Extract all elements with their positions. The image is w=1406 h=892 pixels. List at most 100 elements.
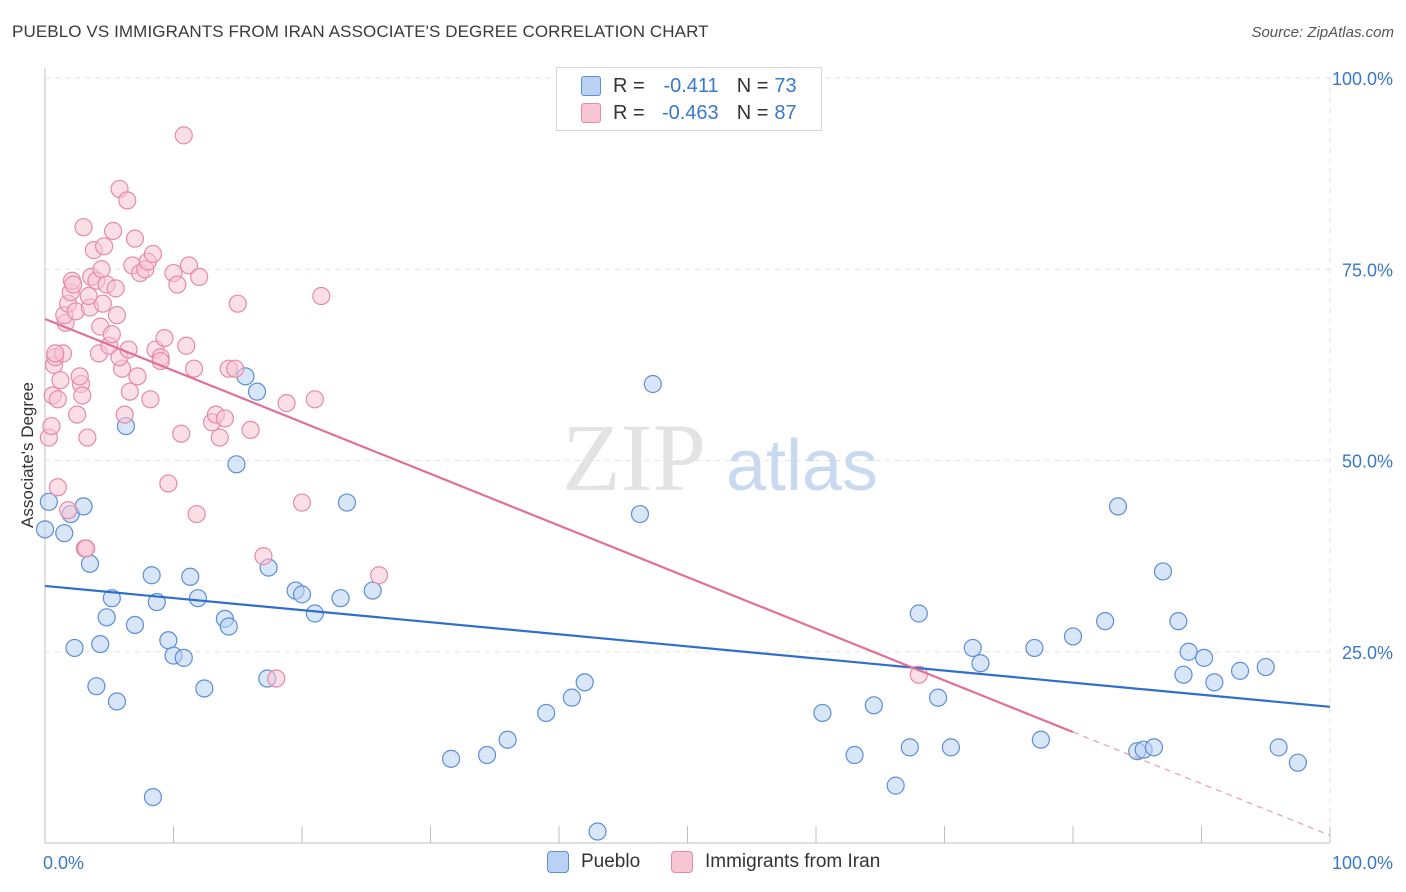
pueblo-point bbox=[74, 497, 93, 516]
iran-point bbox=[292, 493, 312, 512]
pueblo-point bbox=[142, 566, 161, 585]
iran-swatch bbox=[581, 103, 601, 123]
pueblo-point bbox=[143, 787, 163, 807]
iran-point bbox=[370, 566, 389, 585]
r-label: R = bbox=[613, 101, 645, 124]
iran-point bbox=[128, 367, 147, 386]
pueblo-point bbox=[477, 745, 497, 765]
grid-lines bbox=[45, 77, 1331, 843]
pueblo-point bbox=[292, 585, 312, 604]
iran-point bbox=[187, 504, 206, 524]
iran-point bbox=[93, 294, 112, 313]
pueblo-point bbox=[1096, 612, 1115, 631]
pueblo-point bbox=[188, 589, 208, 608]
y-axis-label: Associate's Degree bbox=[18, 382, 37, 528]
pueblo-point bbox=[1025, 638, 1044, 658]
pueblo-point bbox=[1031, 730, 1050, 749]
pueblo-point bbox=[928, 688, 948, 707]
pueblo-point bbox=[643, 374, 662, 394]
n-label: N = bbox=[736, 74, 769, 97]
pueblo-point bbox=[195, 679, 214, 698]
stats-row-pueblo: R = -0.411 N = 73 bbox=[581, 74, 797, 98]
data-points bbox=[35, 126, 1307, 841]
r-label: R = bbox=[613, 74, 645, 97]
x-tick-label-min: 0.0% bbox=[43, 853, 84, 873]
iran-point bbox=[118, 191, 137, 210]
iran-points bbox=[39, 126, 928, 688]
iran-point bbox=[48, 390, 67, 409]
iran-point bbox=[172, 424, 191, 443]
iran-trend-line bbox=[44, 317, 1074, 734]
pueblo-point bbox=[1144, 738, 1164, 757]
source-label: Source: ZipAtlas.com bbox=[1251, 24, 1394, 41]
iran-point bbox=[115, 405, 134, 424]
iran-point bbox=[143, 244, 163, 264]
pueblo-point bbox=[845, 745, 864, 765]
iran-point bbox=[241, 420, 260, 439]
legend-item-pueblo[interactable]: Pueblo bbox=[547, 851, 640, 873]
pueblo-point bbox=[80, 554, 100, 573]
iran-point bbox=[226, 359, 245, 378]
iran-point bbox=[68, 405, 87, 424]
legend-label-pueblo: Pueblo bbox=[581, 851, 641, 872]
iran-point bbox=[120, 382, 139, 401]
pueblo-point bbox=[813, 703, 832, 723]
y-tick-label: 25.0% bbox=[1342, 643, 1393, 663]
watermark: ZIP atlas bbox=[562, 404, 878, 511]
pueblo-point bbox=[575, 673, 594, 692]
watermark-atlas: atlas bbox=[726, 426, 878, 506]
chart-title: PUEBLO VS IMMIGRANTS FROM IRAN ASSOCIATE… bbox=[12, 22, 709, 41]
iran-point bbox=[46, 344, 65, 363]
pueblo-point bbox=[537, 703, 556, 723]
legend-item-iran[interactable]: Immigrants from Iran bbox=[671, 851, 880, 873]
pueblo-point bbox=[1179, 642, 1198, 661]
pueblo-point bbox=[588, 822, 607, 841]
pueblo-points bbox=[35, 367, 1307, 841]
iran-point bbox=[184, 359, 204, 378]
iran-point bbox=[168, 275, 187, 294]
pueblo-point bbox=[174, 648, 193, 667]
iran-point bbox=[155, 329, 174, 348]
pueblo-point bbox=[941, 738, 961, 757]
pueblo-point bbox=[1230, 661, 1250, 680]
iran-point bbox=[42, 416, 61, 436]
iran-point bbox=[305, 390, 324, 409]
pueblo-point bbox=[909, 604, 928, 623]
iran-point bbox=[228, 294, 247, 313]
iran-point bbox=[59, 501, 78, 520]
iran-n-value: 87 bbox=[774, 101, 797, 124]
stats-legend: R = -0.411 N = 73 R = -0.463 N = 87 bbox=[556, 67, 822, 131]
y-tick-label: 50.0% bbox=[1342, 452, 1393, 472]
iran-point bbox=[254, 547, 273, 566]
pueblo-point bbox=[1194, 648, 1214, 667]
pueblo-point bbox=[247, 382, 267, 401]
iran-point bbox=[107, 306, 127, 325]
iran-point bbox=[48, 478, 67, 497]
pueblo-point bbox=[1256, 657, 1275, 677]
pueblo-point bbox=[1174, 665, 1193, 684]
iran-point bbox=[210, 428, 229, 447]
iran-point bbox=[174, 126, 193, 145]
pueblo-point bbox=[35, 520, 55, 539]
iran-point bbox=[106, 279, 125, 298]
iran-point bbox=[64, 275, 83, 294]
pueblo-point bbox=[498, 730, 517, 749]
pueblo-point bbox=[1153, 562, 1173, 581]
pueblo-point bbox=[159, 631, 178, 650]
iran-point bbox=[190, 267, 209, 286]
pueblo-point bbox=[65, 638, 84, 658]
pueblo-point bbox=[337, 493, 357, 512]
iran-point bbox=[51, 371, 70, 390]
iran-point bbox=[79, 286, 98, 306]
iran-r-value: -0.463 bbox=[661, 101, 719, 124]
pueblo-point bbox=[181, 567, 200, 586]
pueblo-point bbox=[39, 492, 58, 511]
pueblo-point bbox=[219, 617, 238, 636]
iran-point bbox=[125, 229, 145, 248]
pueblo-point bbox=[441, 749, 461, 768]
iran-point bbox=[77, 539, 96, 558]
pueblo-point bbox=[97, 608, 116, 627]
iran-point bbox=[95, 237, 114, 256]
pueblo-point bbox=[102, 589, 121, 608]
